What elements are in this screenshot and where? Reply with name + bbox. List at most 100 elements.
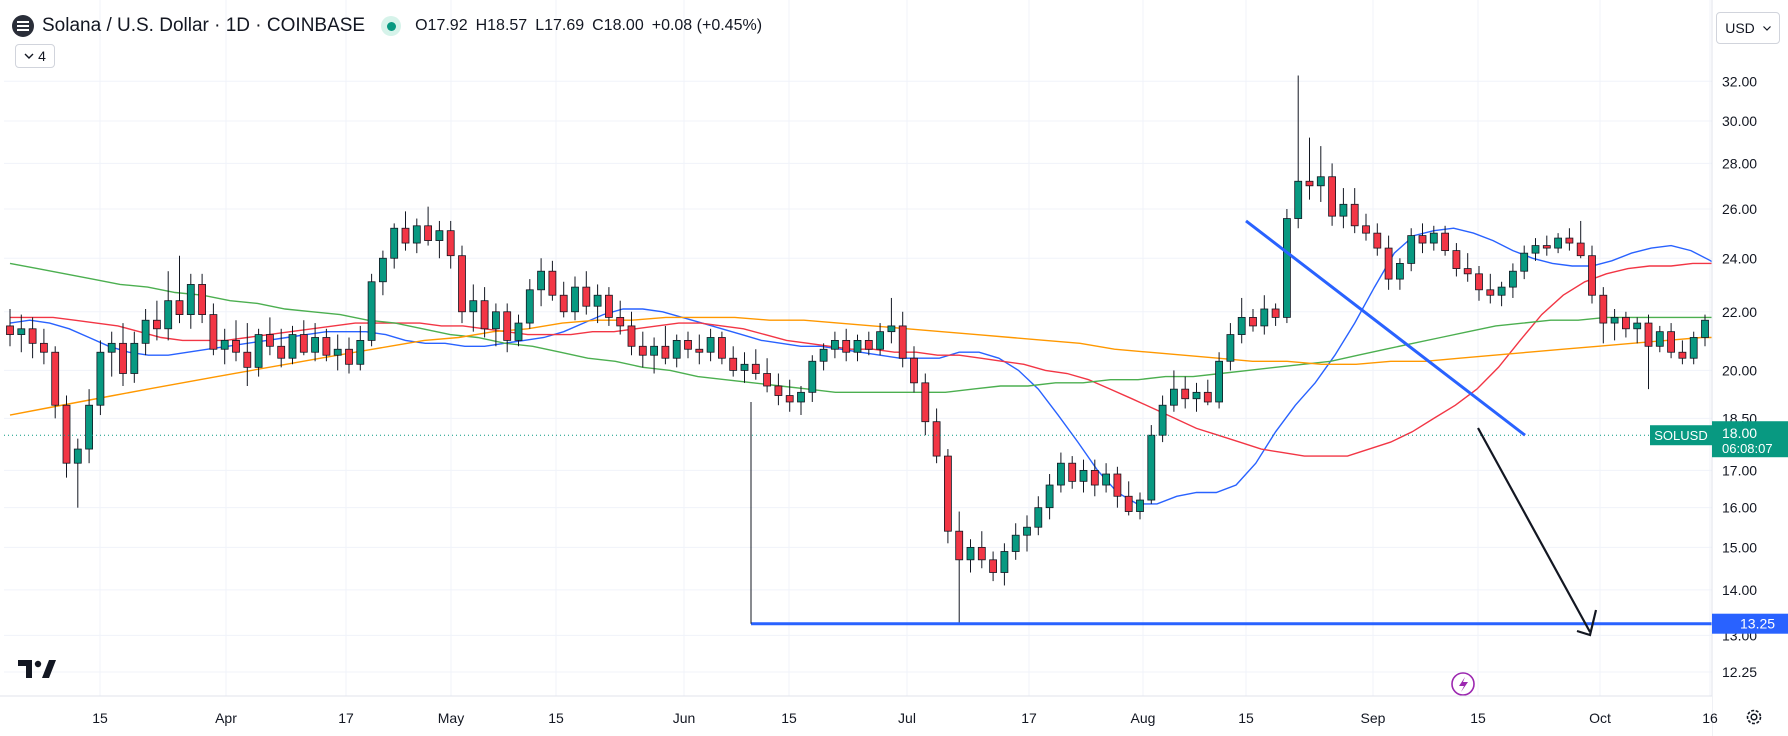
drawings[interactable]	[4, 219, 1712, 696]
candle-body	[1350, 203, 1359, 227]
candle-body	[1339, 203, 1348, 217]
candle-body	[1328, 176, 1336, 217]
candle-body	[277, 345, 286, 359]
last-price-badge	[1712, 421, 1788, 458]
candle-body	[853, 339, 862, 353]
candle-body	[1554, 237, 1562, 249]
candle-body	[51, 351, 60, 406]
price-axis[interactable]: 32.0030.0028.0026.0024.0022.0020.0018.50…	[1650, 0, 1788, 736]
candle-body	[1407, 235, 1416, 264]
dividend-event-icon[interactable]	[1451, 672, 1475, 696]
candle-body	[40, 342, 48, 353]
candle-body	[254, 334, 263, 368]
candle-body	[989, 559, 997, 573]
candle-body	[1113, 473, 1122, 497]
candle-body	[1294, 180, 1303, 219]
candle-body	[819, 348, 828, 362]
high-value: H18.57	[475, 17, 528, 34]
candle-body	[921, 382, 930, 423]
candle-body	[672, 339, 681, 359]
time-axis-background	[0, 696, 1712, 736]
candle-body	[401, 227, 410, 244]
candle-body	[17, 328, 26, 335]
close-value: C18.00	[592, 17, 644, 34]
candle-body	[345, 348, 353, 365]
candle-body	[751, 363, 760, 374]
candle-body	[525, 289, 534, 324]
candle-body	[1655, 331, 1664, 347]
candle-body	[831, 339, 839, 350]
candle-body	[1429, 232, 1438, 244]
candle-body	[480, 300, 489, 330]
candle-body	[695, 348, 704, 353]
tradingview-logo-icon[interactable]	[18, 660, 56, 680]
candle-body	[1373, 232, 1382, 249]
price-tick-label: 26.00	[1722, 201, 1757, 217]
candle-body	[785, 395, 794, 403]
candle-body	[322, 337, 331, 356]
time-axis[interactable]: 15 Apr 17 May 15 Jun 15 Jul 17 Aug 15 Sep 15 Oct 16	[0, 695, 1718, 736]
candle-body	[1497, 286, 1506, 296]
projection-arrow-line[interactable]	[1477, 427, 1591, 633]
price-tick-label: 28.00	[1722, 155, 1757, 171]
candle-body	[661, 345, 670, 359]
price-tick-label: 22.00	[1722, 304, 1757, 320]
candle-body	[729, 357, 738, 371]
candle-body	[333, 348, 342, 356]
candle-body	[491, 311, 500, 330]
currency-label: USD	[1725, 20, 1755, 36]
candle-body	[684, 339, 692, 350]
candle-body	[1610, 316, 1619, 324]
candle-body	[62, 404, 71, 464]
candle-body	[424, 225, 433, 241]
candle-body	[1158, 404, 1167, 436]
symbol-badge	[1650, 425, 1712, 446]
symbol-title[interactable]: Solana / U.S. Dollar · 1D · COINBASE	[42, 15, 366, 36]
indicators-toggle-button[interactable]: 4	[15, 44, 55, 68]
candle-body	[571, 286, 579, 313]
candle-body	[1622, 316, 1630, 330]
symbol-badge-label: SOLUSD	[1654, 428, 1707, 443]
candle-body	[1701, 319, 1709, 338]
settings-gear-icon[interactable]	[1745, 708, 1763, 726]
candle-body	[1249, 316, 1257, 327]
last-price-label: 18.00	[1722, 425, 1757, 441]
candle-body	[1475, 273, 1483, 291]
time-tick-label: Aug	[1131, 710, 1156, 726]
candle-body	[887, 325, 896, 333]
candle-body	[514, 322, 523, 341]
downtrend-line[interactable]	[1245, 219, 1526, 437]
candle-body	[356, 339, 365, 365]
lightning-icon	[1459, 677, 1468, 692]
candle-body	[898, 325, 907, 359]
time-tick-label: Oct	[1589, 710, 1611, 726]
candle-body	[1576, 242, 1585, 257]
market-status-icon[interactable]	[381, 16, 402, 36]
candle-body	[1034, 507, 1043, 528]
time-tick-label: 17	[1021, 710, 1037, 726]
candle-body	[1068, 462, 1077, 482]
price-tick-label: 24.00	[1722, 250, 1757, 266]
price-tick-label: 16.00	[1722, 500, 1757, 516]
candle-body	[1441, 232, 1449, 252]
candle-body	[932, 421, 941, 457]
candle-body	[311, 337, 320, 353]
candle-body	[175, 300, 184, 315]
candle-body	[1633, 322, 1642, 330]
candle-body	[469, 300, 478, 313]
level-badge	[1712, 613, 1788, 634]
candle-body	[141, 319, 150, 344]
candle-body	[1147, 434, 1156, 501]
candle-body	[288, 334, 297, 359]
price-tick-label: 30.00	[1722, 113, 1757, 129]
candle-body	[1396, 262, 1404, 280]
candle-body	[1192, 391, 1201, 400]
candle-body	[763, 373, 771, 387]
candle-body	[186, 284, 195, 315]
currency-select[interactable]: USD	[1716, 12, 1780, 44]
candle-body	[1542, 245, 1551, 249]
candle-body	[1531, 245, 1540, 254]
moving-average-line	[9, 262, 1788, 393]
